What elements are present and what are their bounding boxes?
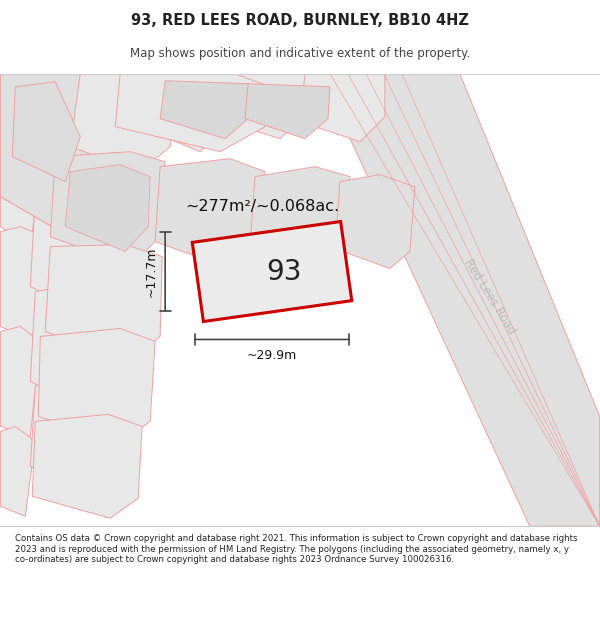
Text: Red Lees Road: Red Lees Road [461, 256, 518, 336]
Polygon shape [30, 87, 105, 217]
Polygon shape [1, 227, 45, 341]
Polygon shape [1, 74, 130, 232]
Polygon shape [155, 159, 265, 269]
Text: Contains OS data © Crown copyright and database right 2021. This information is : Contains OS data © Crown copyright and d… [15, 534, 577, 564]
Text: ~277m²/~0.068ac.: ~277m²/~0.068ac. [185, 199, 339, 214]
Polygon shape [300, 74, 385, 142]
Polygon shape [30, 192, 100, 316]
Polygon shape [115, 74, 270, 152]
Polygon shape [335, 174, 415, 269]
Polygon shape [30, 286, 95, 408]
Polygon shape [195, 74, 310, 139]
Text: ~29.9m: ~29.9m [247, 349, 297, 362]
Polygon shape [160, 81, 250, 139]
Text: Map shows position and indicative extent of the property.: Map shows position and indicative extent… [130, 47, 470, 59]
Polygon shape [45, 244, 162, 361]
Text: ~17.7m: ~17.7m [144, 246, 157, 297]
Polygon shape [1, 326, 40, 436]
Polygon shape [38, 329, 155, 443]
Polygon shape [32, 414, 142, 518]
Text: 93: 93 [266, 258, 302, 286]
Polygon shape [140, 74, 230, 152]
Polygon shape [1, 147, 40, 246]
Polygon shape [65, 164, 150, 251]
Polygon shape [13, 82, 80, 182]
Polygon shape [210, 232, 334, 311]
Text: 93, RED LEES ROAD, BURNLEY, BB10 4HZ: 93, RED LEES ROAD, BURNLEY, BB10 4HZ [131, 13, 469, 28]
Polygon shape [70, 74, 175, 172]
Polygon shape [320, 74, 599, 526]
Polygon shape [1, 426, 35, 516]
Polygon shape [50, 152, 165, 266]
Polygon shape [1, 74, 35, 167]
Polygon shape [192, 221, 352, 321]
Polygon shape [245, 84, 330, 139]
Polygon shape [30, 381, 90, 488]
Polygon shape [250, 167, 350, 269]
